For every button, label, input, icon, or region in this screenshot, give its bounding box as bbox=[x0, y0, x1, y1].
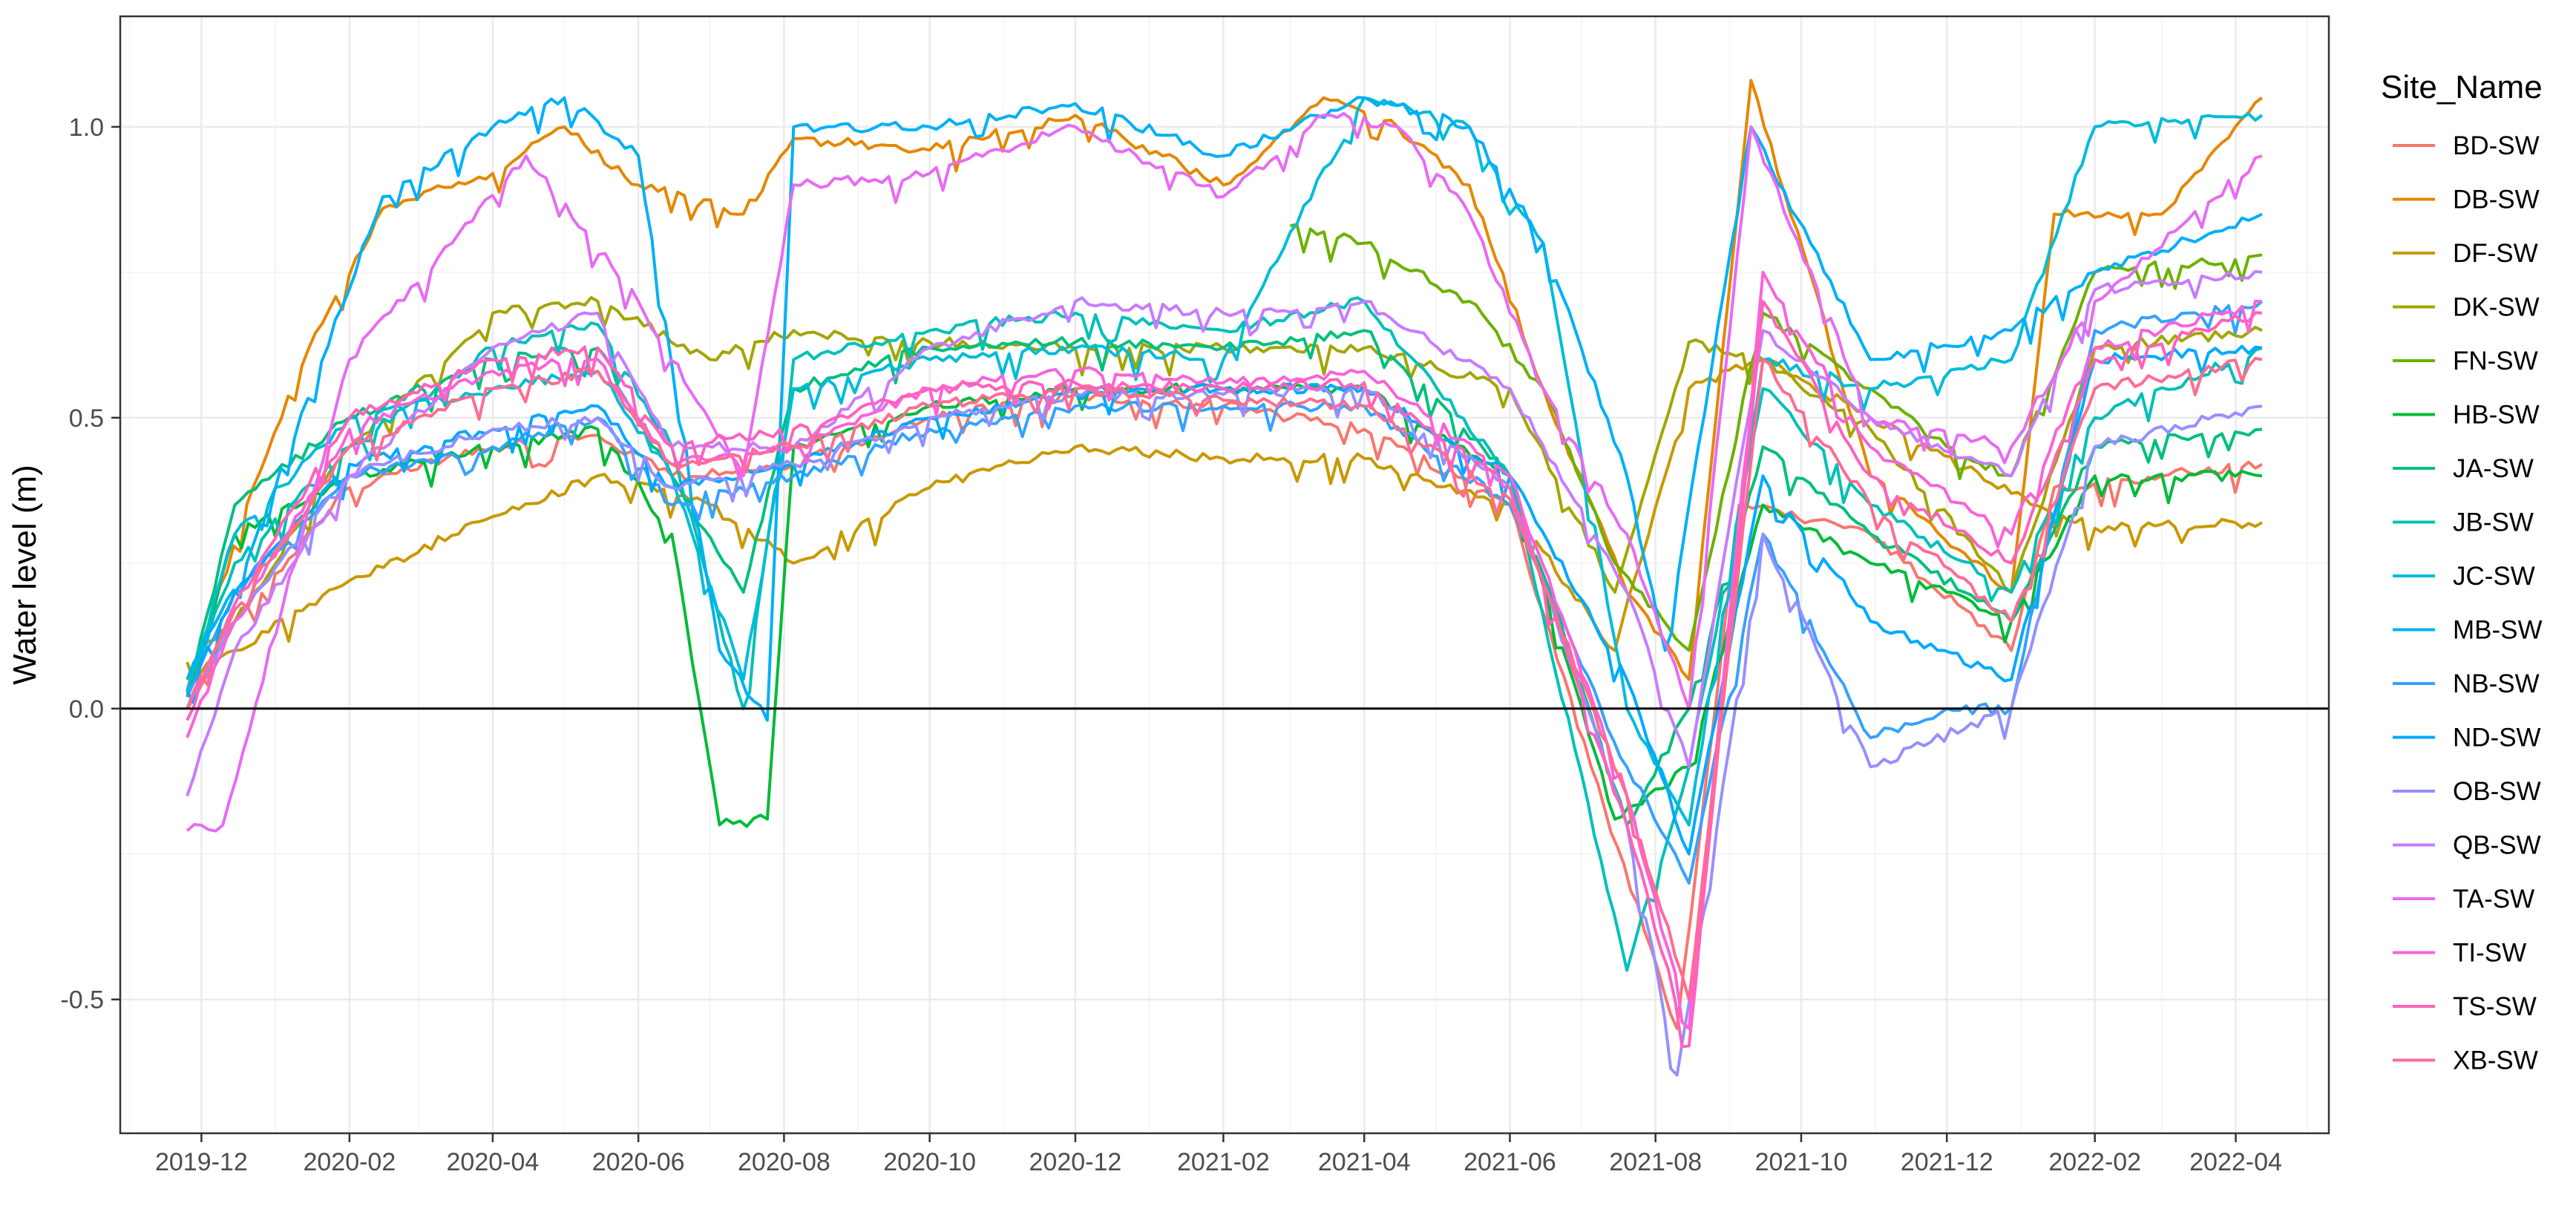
x-tick-label: 2021-12 bbox=[1901, 1148, 1993, 1176]
series-line-nd-sw bbox=[186, 344, 2263, 856]
legend-label: DF-SW bbox=[2453, 239, 2538, 268]
series-line-df-sw bbox=[186, 358, 2263, 681]
legend: Site_Name BD-SW DB-SW DF-SW DK-SW FN-SW HB-SW… bbox=[2381, 69, 2543, 1075]
x-tick-label: 2021-10 bbox=[1755, 1148, 1848, 1176]
legend-label: XB-SW bbox=[2453, 1046, 2538, 1075]
series-line-jb-sw bbox=[186, 296, 2263, 972]
series-line-bd-sw bbox=[186, 390, 2263, 1030]
legend-label: TI-SW bbox=[2453, 939, 2526, 968]
x-tick-label: 2020-10 bbox=[883, 1148, 976, 1176]
x-tick-label: 2020-06 bbox=[592, 1148, 685, 1176]
legend-label: JA-SW bbox=[2453, 454, 2534, 483]
x-tick-label: 2021-08 bbox=[1609, 1148, 1702, 1176]
x-tick-label: 2020-02 bbox=[303, 1148, 396, 1176]
y-tick-label: -0.5 bbox=[60, 986, 104, 1015]
legend-label: QB-SW bbox=[2453, 831, 2541, 860]
legend-label: ND-SW bbox=[2453, 724, 2541, 753]
y-tick-label: 1.0 bbox=[69, 114, 104, 142]
legend-label: JB-SW bbox=[2453, 508, 2534, 537]
legend-label: TS-SW bbox=[2453, 992, 2537, 1021]
legend-label: HB-SW bbox=[2453, 401, 2540, 430]
x-tick-label: 2022-02 bbox=[2048, 1148, 2141, 1176]
series-line-mb-sw bbox=[186, 96, 2263, 722]
legend-label: NB-SW bbox=[2453, 669, 2540, 698]
series-line-xb-sw bbox=[186, 356, 2263, 1001]
x-tick-label: 2021-04 bbox=[1318, 1148, 1411, 1176]
legend-label: DB-SW bbox=[2453, 186, 2540, 214]
legend-label: MB-SW bbox=[2453, 616, 2543, 645]
x-tick-label: 2019-12 bbox=[155, 1148, 248, 1176]
minor-gridlines bbox=[120, 16, 2329, 1133]
x-tick-label: 2022-04 bbox=[2189, 1148, 2282, 1176]
series-line-db-sw bbox=[186, 79, 2264, 692]
plot-panel-border bbox=[119, 15, 2330, 1135]
x-axis: 2019-12 2020-02 2020-04 2020-06 2020-08 2020-… bbox=[155, 1133, 2282, 1176]
series-line-ob-sw bbox=[186, 384, 2263, 1077]
series-line-nb-sw bbox=[186, 300, 2264, 885]
y-axis-title: Water level (m) bbox=[7, 465, 43, 685]
x-tick-label: 2020-08 bbox=[738, 1148, 830, 1176]
legend-label: JC-SW bbox=[2453, 562, 2535, 591]
y-axis: -0.5 0.0 0.5 1.0 bbox=[60, 114, 120, 1015]
series-line-ts-sw bbox=[186, 300, 2263, 1049]
major-gridlines bbox=[120, 16, 2329, 1133]
legend-label: FN-SW bbox=[2453, 347, 2538, 376]
legend-label: DK-SW bbox=[2453, 293, 2540, 322]
legend-title: Site_Name bbox=[2381, 69, 2543, 105]
legend-label: TA-SW bbox=[2453, 885, 2534, 914]
y-tick-label: 0.0 bbox=[69, 695, 104, 724]
x-tick-label: 2020-04 bbox=[447, 1148, 540, 1176]
legend-label: BD-SW bbox=[2453, 131, 2540, 160]
x-tick-label: 2021-06 bbox=[1464, 1148, 1556, 1176]
series-lines bbox=[186, 79, 2264, 1077]
x-tick-label: 2020-12 bbox=[1029, 1148, 1122, 1176]
legend-label: OB-SW bbox=[2453, 777, 2541, 806]
x-tick-label: 2021-02 bbox=[1177, 1148, 1270, 1176]
series-line-ta-sw bbox=[186, 111, 2263, 833]
y-tick-label: 0.5 bbox=[69, 404, 104, 433]
